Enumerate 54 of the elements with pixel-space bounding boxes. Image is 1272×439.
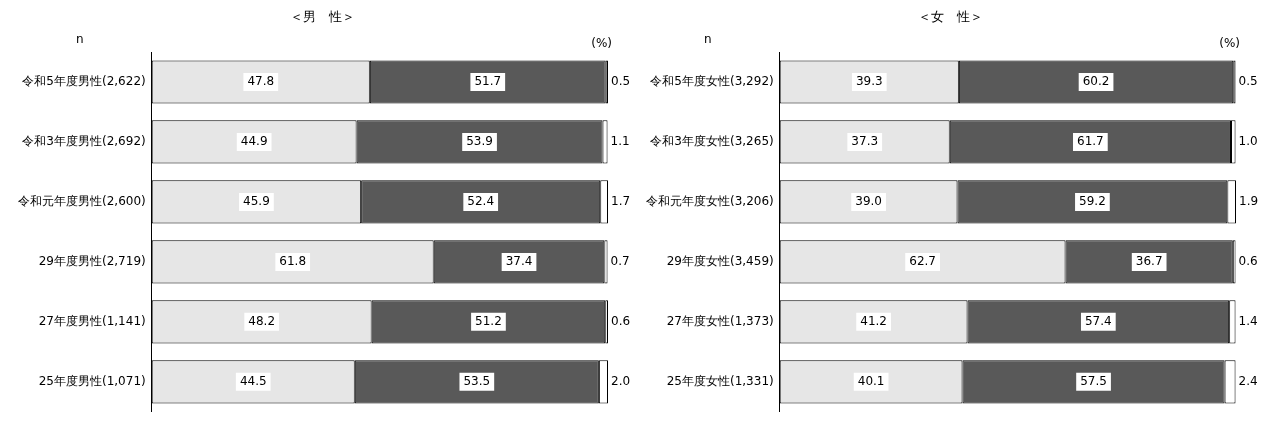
data-label: 61.7: [1077, 134, 1104, 149]
data-label: 45.9: [243, 194, 270, 209]
data-label: 0.6: [611, 313, 631, 328]
y-tick-label: 25年度女性(1,331): [666, 373, 774, 388]
y-tick-label: 令和元年度女性(3,206): [646, 194, 774, 209]
data-label: 40.1: [857, 373, 885, 388]
data-label: 53.9: [466, 134, 493, 149]
data-label: 47.8: [247, 74, 275, 89]
y-tick-label: 令和3年度男性(2,692): [22, 134, 146, 149]
data-label: 51.7: [474, 74, 502, 89]
data-label: 1.4: [1238, 313, 1258, 328]
data-label: 37.3: [851, 134, 879, 149]
data-label: 36.7: [1135, 254, 1163, 269]
y-tick-label: 令和元年度男性(2,600): [18, 194, 146, 209]
data-label: 1.1: [610, 134, 630, 149]
data-label: 1.7: [611, 194, 631, 209]
data-label: 53.5: [463, 373, 491, 388]
data-label: 44.5: [239, 373, 267, 388]
data-label: 62.7: [909, 254, 936, 269]
data-label: 0.7: [610, 254, 630, 269]
chart-title: ＜女 性＞: [916, 8, 984, 26]
y-tick-label: 令和5年度女性(3,292): [650, 74, 774, 89]
data-label: 57.5: [1080, 373, 1107, 388]
data-label: 37.4: [505, 254, 533, 269]
text: n: [76, 32, 84, 47]
data-label: 61.8: [279, 254, 307, 269]
data-label: 39.0: [855, 194, 882, 209]
y-tick-label: 25年度男性(1,071): [38, 373, 146, 388]
text: n: [704, 32, 712, 47]
data-label: 1.9: [1239, 194, 1259, 209]
y-tick-label: 29年度男性(2,719): [38, 254, 146, 269]
data-label: 39.3: [855, 74, 883, 89]
data-label: 41.2: [860, 313, 887, 328]
data-label: 2.4: [1238, 373, 1258, 388]
data-label: 60.2: [1082, 74, 1110, 89]
data-label: 44.9: [240, 134, 268, 149]
data-label: 48.2: [248, 313, 276, 328]
data-label: 59.2: [1079, 194, 1106, 209]
text: (%): [1219, 36, 1240, 51]
data-label: 57.4: [1084, 313, 1112, 328]
data-label: 52.4: [467, 194, 495, 209]
data-label: 0.6: [1238, 254, 1258, 269]
text: (%): [591, 36, 612, 51]
data-label: 0.5: [611, 74, 631, 89]
data-label: 1.0: [1238, 134, 1258, 149]
y-tick-label: 29年度女性(3,459): [666, 254, 774, 269]
data-label: 51.2: [475, 313, 502, 328]
data-label: 2.0: [611, 373, 631, 388]
data-label: 0.5: [1238, 74, 1258, 89]
y-tick-label: 令和3年度女性(3,265): [650, 134, 774, 149]
y-tick-label: 令和5年度男性(2,622): [22, 74, 146, 89]
y-tick-label: 27年度女性(1,373): [666, 313, 774, 328]
chart-title: ＜男 性＞: [288, 8, 356, 26]
y-tick-label: 27年度男性(1,141): [38, 313, 146, 328]
